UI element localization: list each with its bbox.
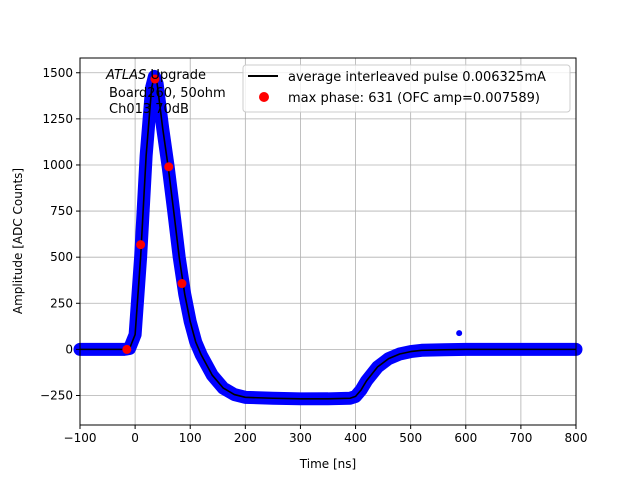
- max-phase-point: [150, 74, 160, 84]
- legend-marker-swatch: [259, 92, 269, 102]
- samples-band: [73, 69, 583, 406]
- annotation-line1: Upgrade: [146, 68, 206, 83]
- legend-box: [242, 64, 571, 113]
- y-tick-label: 750: [50, 204, 73, 218]
- max-phase-point: [164, 162, 174, 172]
- svg-text:ATLAS Upgrade: ATLAS Upgrade: [105, 68, 206, 83]
- sample-outlier: [456, 330, 463, 337]
- x-tick-label: 0: [131, 431, 139, 445]
- plot-area: [73, 69, 583, 406]
- x-tick-label: 400: [344, 431, 367, 445]
- x-tick-label: −100: [64, 431, 97, 445]
- legend-label-average: average interleaved pulse 0.006325mA: [288, 70, 546, 85]
- max-phase-point: [122, 344, 132, 354]
- x-tick-label: 500: [399, 431, 422, 445]
- y-tick-label: 1250: [42, 112, 73, 126]
- x-tick-label: 800: [565, 431, 588, 445]
- annotation-atlas: ATLAS: [105, 68, 146, 83]
- y-tick-label: 1500: [42, 66, 73, 80]
- max-phase-point: [177, 279, 187, 289]
- y-tick-label: 0: [65, 342, 73, 356]
- axes-frame: [79, 57, 577, 426]
- legend: average interleaved pulse 0.006325mA max…: [242, 64, 571, 113]
- x-tick-label: 100: [179, 431, 202, 445]
- x-tick-label: 300: [289, 431, 312, 445]
- y-tick-label: 1000: [42, 158, 73, 172]
- y-axis-label: Amplitude [ADC Counts]: [11, 168, 25, 314]
- y-tick-label: 250: [50, 296, 73, 310]
- annotation-line3: Ch013 70dB: [109, 102, 189, 117]
- max-phase-point: [136, 240, 146, 250]
- annotation: ATLAS Upgrade Board260, 50ohm Ch013 70dB: [105, 68, 226, 117]
- legend-label-max-phase: max phase: 631 (OFC amp=0.007589): [288, 91, 540, 106]
- average-pulse-line: [80, 75, 576, 400]
- x-tick-label: 200: [234, 431, 257, 445]
- annotation-line2: Board260, 50ohm: [109, 86, 226, 101]
- y-tick-label: −250: [40, 388, 73, 402]
- x-tick-label: 600: [454, 431, 477, 445]
- x-tick-label: 700: [509, 431, 532, 445]
- x-axis-label: Time [ns]: [299, 457, 356, 471]
- ticks: −100 0 100 200 300 400 500 600 700 800 −250 0 250 500…: [40, 66, 587, 445]
- y-tick-label: 500: [50, 250, 73, 264]
